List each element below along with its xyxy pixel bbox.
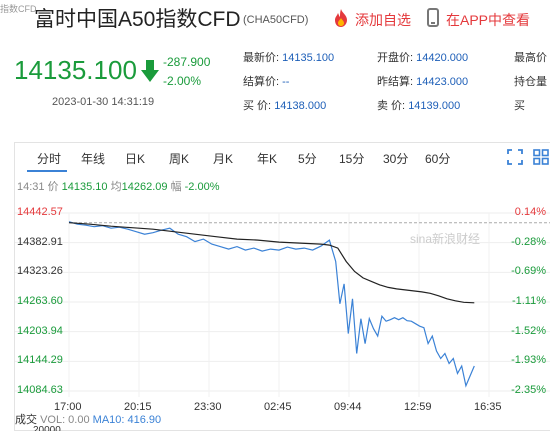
y-axis-left-label: 14263.60 — [17, 295, 63, 307]
y-axis-right-label: -1.93% — [511, 354, 546, 367]
page-title: 富时中国A50指数CFD — [34, 8, 241, 31]
y-axis-left-label: 14382.91 — [17, 235, 63, 248]
buy-volume-label: 买 — [514, 100, 525, 112]
x-axis-label: 09:44 — [334, 401, 362, 413]
average-price-line — [68, 222, 475, 304]
volume-label: 成交 — [15, 414, 37, 426]
y-axis-left-label: 14203.94 — [17, 324, 63, 337]
y-axis-right-label: -1.11% — [511, 295, 546, 307]
price-change: -287.900 -2.00% — [163, 53, 210, 91]
info-price-value: 14135.10 — [61, 181, 108, 193]
sell-price-value: 14139.000 — [408, 100, 461, 112]
x-axis-label: 23:30 — [194, 401, 222, 413]
tab-yearly-k[interactable]: 年K — [257, 152, 278, 166]
info-pct-value: -2.00% — [184, 181, 220, 193]
info-avg-value: 14262.09 — [121, 181, 168, 193]
latest-price-value: 14135.100 — [282, 52, 335, 64]
y-axis-left-label: 14144.29 — [17, 354, 63, 367]
y-axis-left-label: 14442.57 — [17, 206, 63, 218]
x-axis-label: 02:45 — [264, 401, 292, 413]
fullscreen-icon[interactable] — [507, 149, 523, 165]
y-axis-left-label: 14323.26 — [17, 265, 63, 278]
view-in-app-button[interactable]: 在APP中查看 — [446, 12, 531, 28]
last-price: 14135.100 — [14, 55, 137, 85]
latest-price-label: 最新价: — [243, 52, 280, 64]
fire-icon[interactable] — [333, 9, 349, 27]
tab-30min[interactable]: 30分 — [383, 152, 409, 166]
crosshair-info: 14:31 价 14135.10 均14262.09 幅 -2.00% — [17, 178, 219, 194]
tab-monthly-k[interactable]: 月K — [213, 152, 234, 166]
open-price-value: 14420.000 — [416, 52, 469, 64]
buy-price-row: 买 价: 14138.000 — [243, 97, 326, 113]
tab-15min[interactable]: 15分 — [339, 152, 365, 166]
period-tabs: 分时 年线 日K 周K 月K 年K 5分 15分 30分 60分 — [15, 143, 550, 173]
intraday-chart[interactable]: sina新浪财经 — [15, 143, 550, 431]
active-tab-indicator — [27, 170, 67, 172]
open-interest-label: 持仓量 — [514, 76, 547, 88]
open-price-row: 开盘价: 14420.000 — [377, 49, 468, 65]
x-axis-label: 16:35 — [474, 401, 502, 413]
tab-weekly-k[interactable]: 周K — [169, 152, 190, 166]
info-avg-label: 均 — [110, 181, 122, 193]
arrow-down-icon — [141, 60, 159, 82]
y-axis-right-label: -2.35% — [511, 384, 546, 396]
x-axis-label: 17:00 — [54, 401, 82, 413]
volume-info: 成交 VOL: 0.00 MA10: 416.90 — [15, 411, 161, 427]
breadcrumb[interactable]: 指数CFD — [0, 4, 37, 14]
tab-daily-k[interactable]: 日K — [125, 152, 146, 166]
volume-ma10: MA10: 416.90 — [92, 414, 162, 426]
tab-intraday[interactable]: 分时 — [37, 152, 62, 166]
info-price-label: 价 — [47, 181, 59, 193]
chart-panel: 分时 年线 日K 周K 月K 年K 5分 15分 30分 60分 14:31 价… — [14, 142, 550, 431]
volume-value: VOL: 0.00 — [40, 414, 90, 426]
tab-year-line[interactable]: 年线 — [81, 152, 106, 166]
quote-timestamp: 2023-01-30 14:31:19 — [52, 96, 155, 108]
tab-5min[interactable]: 5分 — [298, 152, 317, 166]
prev-settle-row: 昨结算: 14423.000 — [377, 73, 468, 89]
y-axis-right-label: -0.28% — [511, 235, 546, 248]
watermark: sina新浪财经 — [410, 231, 480, 246]
prev-settle-label: 昨结算: — [377, 76, 414, 88]
y-axis-right-label: 0.14% — [514, 206, 546, 218]
volume-axis-top: 20000 — [33, 425, 61, 431]
buy-price-label: 买 价: — [243, 100, 272, 112]
y-axis-left-label: 14084.63 — [17, 384, 63, 396]
latest-price-row: 最新价: 14135.100 — [243, 49, 334, 65]
sell-price-label: 卖 价: — [377, 100, 406, 112]
open-price-label: 开盘价: — [377, 52, 414, 64]
x-axis-label: 20:15 — [124, 401, 152, 413]
info-time: 14:31 — [17, 181, 45, 193]
buy-price-value: 14138.000 — [274, 100, 327, 112]
prev-settle-value: 14423.000 — [416, 76, 469, 88]
page-header: 指数CFD 富时中国A50指数CFD (CHA50CFD) 添加自选 在APP中… — [0, 0, 550, 36]
info-pct-label: 幅 — [170, 181, 182, 193]
high-price-label: 最高价 — [514, 52, 547, 64]
settle-price-label: 结算价: — [243, 76, 280, 88]
grid-icon[interactable] — [533, 149, 549, 165]
settle-price-value: -- — [282, 76, 290, 88]
tab-60min[interactable]: 60分 — [425, 152, 451, 166]
instrument-code: (CHA50CFD) — [243, 14, 309, 26]
sell-price-row: 卖 价: 14139.000 — [377, 97, 460, 113]
change-value: -287.900 — [163, 55, 211, 69]
y-axis-right-label: -1.52% — [511, 324, 546, 337]
phone-icon[interactable] — [427, 8, 439, 27]
settle-price-row: 结算价: -- — [243, 73, 289, 89]
y-axis-right-label: -0.69% — [511, 265, 546, 278]
change-percent: -2.00% — [163, 74, 202, 88]
x-axis-label: 12:59 — [404, 401, 432, 413]
add-watchlist-button[interactable]: 添加自选 — [355, 12, 411, 28]
